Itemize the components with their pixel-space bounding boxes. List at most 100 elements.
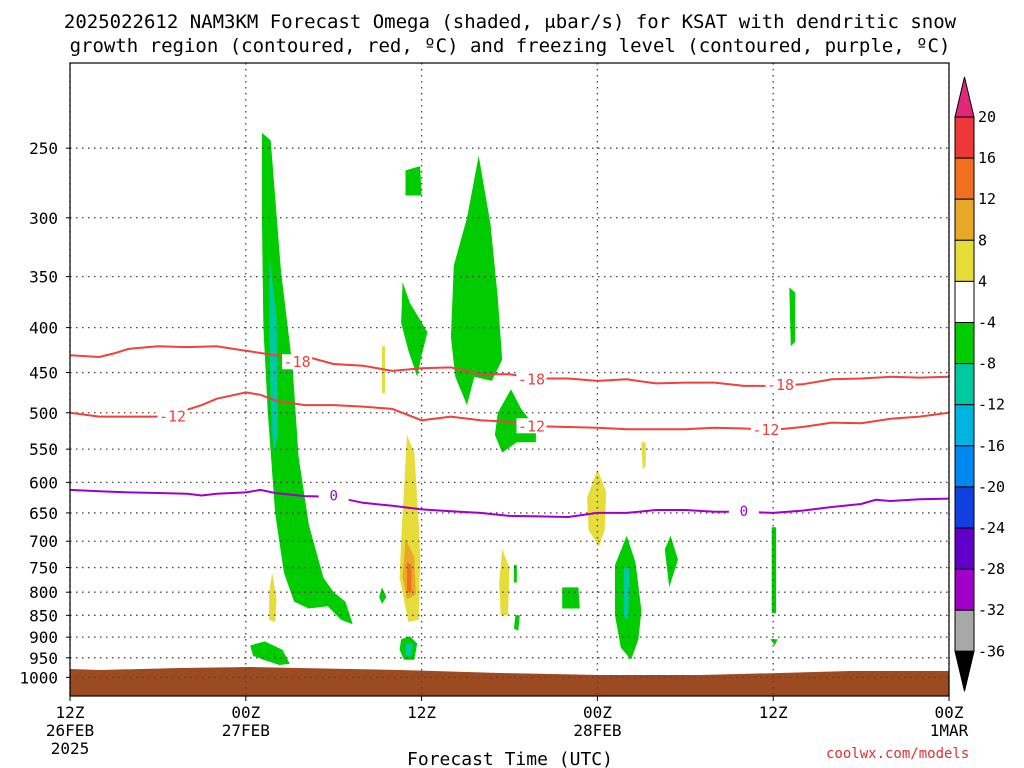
colorbar-swatch (954, 445, 975, 488)
y-tick-label: 750 (29, 559, 58, 578)
omega-area-3 (401, 282, 428, 377)
contour-label: -12 (752, 421, 779, 439)
x-tick-label: 28FEB (573, 721, 621, 740)
colorbar-swatch (954, 322, 975, 365)
x-tick-label: 27FEB (222, 721, 270, 740)
x-tick-label: 12Z (56, 703, 85, 722)
y-tick-label: 450 (29, 364, 58, 383)
chart-title-line2: growth region (contoured, red, ºC) and f… (70, 35, 951, 57)
colorbar-label: -24 (978, 519, 1005, 537)
omega-area-15 (770, 639, 778, 646)
colorbar-swatch (954, 239, 975, 282)
colorbar-label: 20 (978, 108, 996, 126)
colorbar-label: -4 (978, 314, 996, 332)
colorbar-label: -16 (978, 437, 1005, 455)
y-tick-label: 1000 (19, 668, 58, 687)
colorbar-label: -8 (978, 355, 996, 373)
contour-label-bg (728, 503, 759, 519)
colorbar-swatch (954, 116, 975, 159)
contour-label-bg (157, 408, 188, 424)
omega-area-11 (771, 527, 777, 614)
y-tick-label: 350 (29, 268, 58, 287)
credit-text: coolwx.com/models (826, 746, 970, 762)
colorbar: 20 16 12 8 4 -4 -8 -12 -16 -20 -24 -28 -32 -36 (954, 76, 1005, 692)
omega-area-4 (450, 155, 503, 406)
colorbar-swatch (954, 568, 975, 611)
colorbar-swatch (954, 486, 975, 529)
y-tick-label: 700 (29, 532, 58, 551)
colorbar-label: -32 (978, 601, 1005, 619)
contour-labels: -18 -18 -18 -12 -12 -12 0 0 (157, 353, 796, 520)
contour-label: 0 (740, 504, 748, 520)
colorbar-top-arrow (954, 76, 975, 118)
colorbar-label: -20 (978, 478, 1005, 496)
y-tick-label: 950 (29, 649, 58, 668)
y-tick-label: 900 (29, 628, 58, 647)
contour-line-0 (70, 488, 949, 519)
y-tick-label: 250 (29, 139, 58, 158)
omega-area-17 (623, 567, 630, 620)
colorbar-swatch (954, 198, 975, 241)
colorbar-label: -12 (978, 396, 1005, 414)
colorbar-swatch (954, 404, 975, 447)
omega-area-18 (405, 643, 413, 656)
colorbar-label: 8 (978, 231, 987, 249)
y-tick-label: 650 (29, 504, 58, 523)
colorbar-swatch (954, 527, 975, 570)
x-tick-label: 12Z (759, 703, 788, 722)
y-tick-label: 850 (29, 606, 58, 625)
x-tick-label: 00Z (231, 703, 260, 722)
contour-label-bg (765, 377, 796, 393)
omega-area-14 (513, 565, 517, 583)
y-tick-label: 300 (29, 209, 58, 228)
omega-area-21 (499, 549, 510, 616)
colorbar-bottom-arrow (954, 650, 975, 692)
contour-label: 0 (329, 489, 337, 505)
temperature-contours (70, 345, 949, 519)
omega-area-20 (269, 572, 277, 622)
y-tick-label: 800 (29, 583, 58, 602)
grid-lines (69, 63, 950, 696)
x-tick-label: 2025 (51, 739, 90, 758)
omega-area-26 (407, 562, 412, 593)
plot-background (70, 63, 949, 696)
omega-area-7 (379, 587, 387, 604)
y-axis-ticks: 250 300 350 400 450 500 550 600 650 700 750 800 850 9… (19, 139, 70, 687)
colorbar-swatch (954, 363, 975, 406)
colorbar-label: -36 (978, 642, 1005, 660)
contour-label-bg (516, 371, 547, 387)
y-tick-label: 400 (29, 319, 58, 338)
x-axis-label: Forecast Time (UTC) (407, 749, 613, 768)
omega-area-13 (513, 615, 520, 631)
chart-title-line1: 2025022612 NAM3KM Forecast Omega (shaded… (64, 11, 957, 33)
omega-area-2 (405, 166, 422, 196)
colorbar-swatch (954, 609, 975, 652)
ground-terrain (70, 667, 949, 696)
x-tick-label: 26FEB (46, 721, 94, 740)
omega-area-10 (664, 535, 678, 588)
omega-area-22 (587, 469, 607, 547)
x-tick-label: 00Z (583, 703, 612, 722)
contour-label: -18 (767, 376, 794, 394)
contour-label: -18 (284, 353, 311, 371)
terrain-fill (70, 667, 949, 696)
contour-label: -18 (518, 370, 545, 388)
contour-label-bg (516, 418, 547, 434)
x-tick-label: 12Z (407, 703, 436, 722)
contour-label-bg (282, 354, 313, 370)
y-tick-label: 550 (29, 440, 58, 459)
colorbar-label: -28 (978, 560, 1005, 578)
x-tick-label: 1MAR (930, 721, 969, 740)
contour-line--12 (70, 391, 949, 431)
omega-area-1 (250, 641, 290, 665)
omega-area-12 (789, 287, 796, 347)
contour-line--18 (70, 345, 949, 387)
colorbar-swatch (954, 280, 975, 323)
contour-label: -12 (159, 408, 186, 426)
colorbar-swatch (954, 157, 975, 200)
colorbar-label: 12 (978, 190, 996, 208)
contour-label-bg (750, 421, 781, 437)
colorbar-label: 16 (978, 149, 996, 167)
